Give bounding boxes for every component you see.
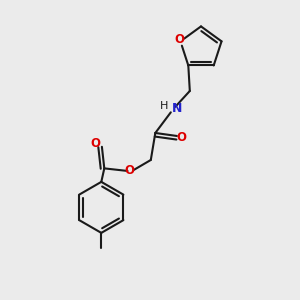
Text: O: O bbox=[124, 164, 134, 177]
Text: H: H bbox=[160, 101, 169, 111]
Text: O: O bbox=[174, 33, 184, 46]
Text: O: O bbox=[90, 137, 100, 150]
Text: N: N bbox=[172, 103, 182, 116]
Text: O: O bbox=[176, 131, 186, 144]
